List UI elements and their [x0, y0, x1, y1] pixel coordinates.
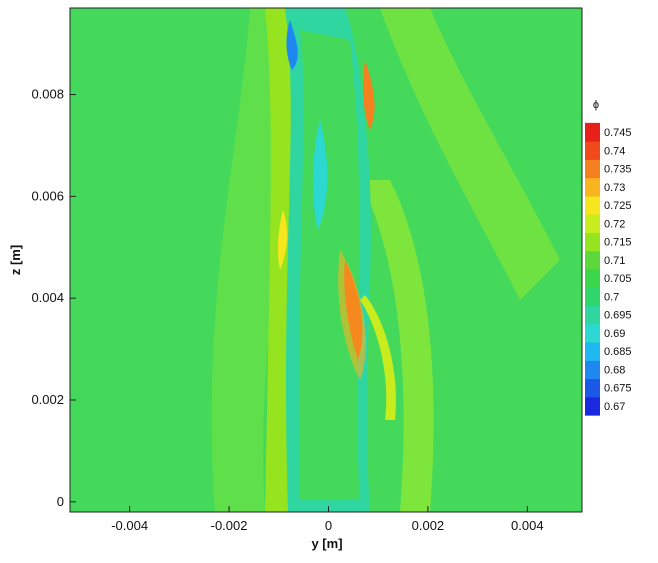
- colorbar-band: [585, 250, 600, 270]
- y-tick-label: 0: [57, 494, 64, 509]
- y-tick-label: 0.008: [31, 87, 64, 102]
- colorbar-band: [585, 122, 600, 142]
- contour-field: [70, 8, 582, 512]
- colorbar-label: 0.68: [604, 364, 625, 376]
- colorbar-band: [585, 232, 600, 252]
- colorbar-band: [585, 305, 600, 325]
- colorbar-label: 0.735: [604, 164, 632, 176]
- colorbar-label: 0.705: [604, 273, 632, 285]
- y-tick-label: 0.002: [31, 392, 64, 407]
- colorbar-label: 0.725: [604, 200, 632, 212]
- colorbar-band: [585, 360, 600, 380]
- colorbar-label: 0.73: [604, 182, 625, 194]
- x-tick-label: 0.004: [511, 518, 544, 533]
- colorbar-band: [585, 177, 600, 197]
- colorbar-band: [585, 342, 600, 361]
- colorbar: ϕ 0.67 0.675 0.68 0.685 0.69 0.695 0.7 0.705 0.7…: [585, 99, 632, 416]
- colorbar-band: [585, 323, 600, 343]
- colorbar-label: 0.67: [604, 401, 625, 413]
- colorbar-label: 0.74: [604, 145, 625, 157]
- x-axis-label: y [m]: [311, 536, 342, 551]
- colorbar-label: 0.715: [604, 237, 632, 249]
- x-tick-label: -0.004: [111, 518, 148, 533]
- colorbar-label: 0.745: [604, 127, 632, 139]
- colorbar-label: 0.72: [604, 218, 625, 230]
- colorbar-band: [585, 141, 600, 160]
- plot-frame: [69, 7, 583, 513]
- y-tick-label: 0.004: [31, 290, 64, 305]
- colorbar-band: [585, 396, 600, 416]
- colorbar-band: [585, 195, 600, 215]
- colorbar-label: 0.675: [604, 383, 632, 395]
- x-tick-label: 0.002: [412, 518, 445, 533]
- colorbar-band: [585, 214, 600, 233]
- colorbar-band: [585, 159, 600, 179]
- colorbar-label: 0.685: [604, 346, 632, 358]
- x-tick-label: -0.002: [211, 518, 248, 533]
- colorbar-title: ϕ: [593, 99, 599, 111]
- colorbar-label: 0.71: [604, 255, 625, 267]
- y-tick-label: 0.006: [31, 188, 64, 203]
- colorbar-label: 0.7: [604, 291, 619, 303]
- x-tick-label: 0: [325, 518, 332, 533]
- colorbar-label: 0.69: [604, 328, 625, 340]
- colorbar-band: [585, 287, 600, 307]
- colorbar-band: [585, 378, 600, 398]
- colorbar-label: 0.695: [604, 310, 632, 322]
- colorbar-band: [585, 269, 600, 288]
- y-axis-label: z [m]: [8, 245, 23, 275]
